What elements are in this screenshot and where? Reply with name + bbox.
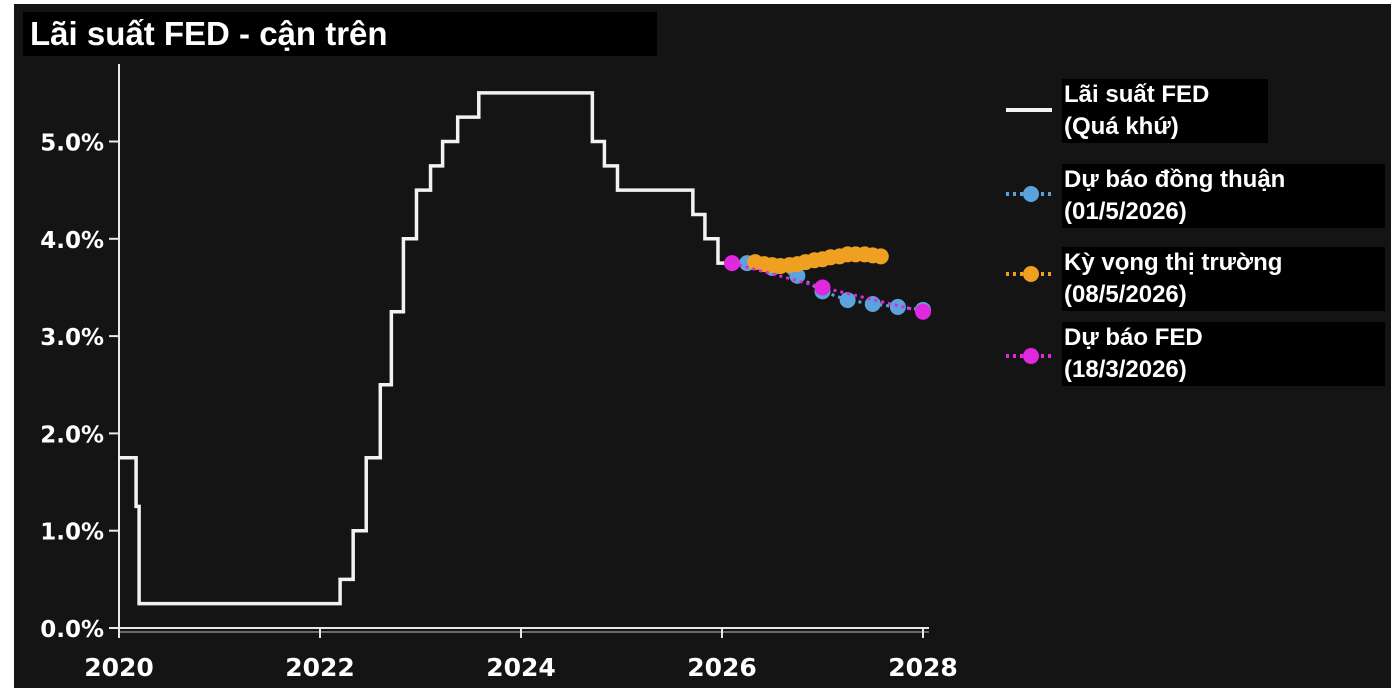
legend-swatch-fed: [1004, 346, 1054, 366]
y-tick-label: 4.0%: [40, 228, 104, 254]
legend-swatch-market: [1004, 264, 1054, 284]
legend-label-market: Kỳ vọng thị trường (08/5/2026): [1062, 247, 1385, 311]
y-tick-label: 0.0%: [40, 617, 104, 643]
y-tick-label: 5.0%: [40, 131, 104, 157]
legend-label-history: Lãi suất FED (Quá khứ): [1062, 79, 1268, 143]
y-tick-label: 2.0%: [40, 422, 104, 448]
y-tick-label: 3.0%: [40, 325, 104, 351]
legend-label-consensus: Dự báo đồng thuận (01/5/2026): [1062, 164, 1385, 228]
data-point: [872, 248, 889, 265]
chart-title: Lãi suất FED - cận trên: [30, 15, 388, 52]
data-point: [839, 292, 856, 309]
y-tick-label: 1.0%: [40, 520, 104, 546]
title-background: [23, 12, 657, 56]
series-line-history: [119, 91, 743, 606]
legend-swatch-consensus: [1004, 184, 1054, 204]
data-point: [724, 255, 741, 272]
data-point: [814, 279, 831, 296]
x-tick-label: 2022: [285, 653, 355, 682]
data-point: [915, 303, 931, 320]
legend-swatch-history: [1004, 100, 1054, 120]
x-tick-label: 2020: [84, 653, 154, 682]
data-point: [889, 298, 906, 315]
x-tick-label: 2024: [486, 653, 556, 682]
data-point: [864, 295, 881, 312]
legend-label-fed: Dự báo FED (18/3/2026): [1062, 322, 1385, 386]
x-tick-label: 2026: [687, 653, 757, 682]
x-tick-label: 2028: [888, 653, 958, 682]
